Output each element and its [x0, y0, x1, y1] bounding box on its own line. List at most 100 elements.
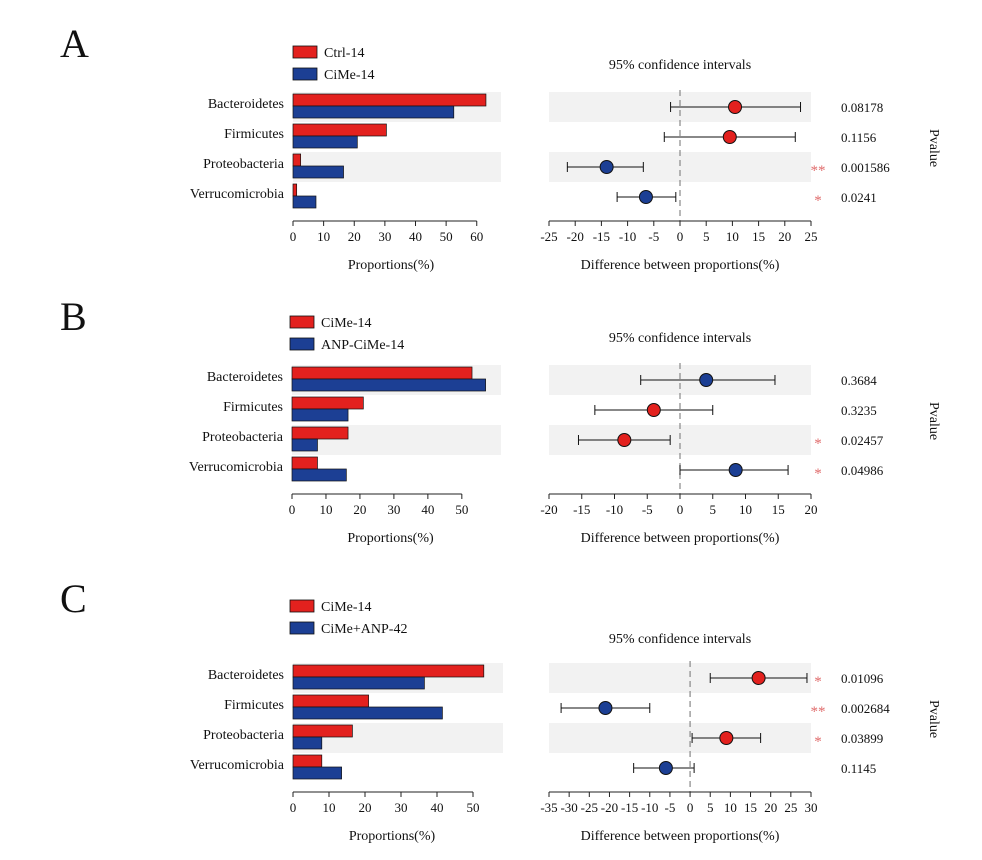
bar-group1 — [292, 93, 487, 107]
p-value: 0.03899 — [841, 731, 883, 746]
legend-label: CiMe+ANP-42 — [321, 622, 407, 637]
ci-x-tick-label: 25 — [784, 800, 797, 815]
ci-x-axis-label: Difference between proportions(%) — [581, 531, 780, 546]
category-label: Verrucomicrobia — [189, 460, 284, 475]
ci-estimate-point — [617, 433, 632, 447]
panel-label: B — [60, 294, 87, 339]
category-label: Verrucomicrobia — [190, 187, 285, 202]
bar-group2 — [292, 165, 344, 179]
pvalue-axis-label: Pvalue — [926, 129, 941, 167]
legend-swatch — [289, 621, 315, 635]
ci-x-tick-label: -10 — [619, 229, 636, 244]
legend-swatch — [289, 599, 315, 613]
legend-label: ANP-CiMe-14 — [321, 338, 404, 353]
ci-estimate-point — [599, 160, 614, 174]
bar-x-tick-label: 50 — [467, 800, 480, 815]
ci-x-tick-label: 5 — [710, 502, 717, 517]
category-label: Firmicutes — [224, 698, 284, 713]
bar-x-tick-label: 50 — [455, 502, 468, 517]
ci-x-tick-label: 15 — [752, 229, 765, 244]
bar-group1 — [292, 724, 353, 738]
bar-group1 — [291, 426, 349, 440]
ci-x-tick-label: 0 — [687, 800, 694, 815]
ci-x-tick-label: 5 — [707, 800, 714, 815]
bar-group1 — [292, 153, 302, 167]
significance-marker: * — [814, 734, 822, 750]
panel-b: B CiMe-14 ANP-CiMe-14 Bacteroidetes Firmicut… — [60, 294, 941, 546]
significance-marker: ** — [811, 704, 826, 720]
ci-x-tick-label: -15 — [573, 502, 590, 517]
bar-x-tick-label: 60 — [470, 229, 483, 244]
p-value: 0.01096 — [841, 671, 884, 686]
legend-label: Ctrl-14 — [324, 46, 364, 61]
ci-x-tick-label: -20 — [601, 800, 618, 815]
bar-group1 — [291, 456, 318, 470]
bar-group2 — [291, 468, 347, 482]
p-value: 0.3235 — [841, 403, 877, 418]
bar-x-tick-label: 10 — [323, 800, 336, 815]
legend-swatch — [289, 337, 315, 351]
category-label: Proteobacteria — [202, 430, 284, 445]
bar-x-tick-label: 20 — [353, 502, 366, 517]
bar-group1 — [292, 664, 485, 678]
bar-x-tick-label: 40 — [431, 800, 444, 815]
legend-swatch — [292, 45, 318, 59]
ci-x-tick-label: 20 — [778, 229, 791, 244]
bar-group1 — [292, 754, 323, 768]
ci-x-tick-label: -5 — [648, 229, 659, 244]
ci-x-tick-label: -10 — [641, 800, 658, 815]
ci-x-axis-label: Difference between proportions(%) — [581, 829, 780, 844]
panel-label: C — [60, 576, 87, 621]
ci-estimate-point — [751, 671, 766, 685]
ci-x-tick-label: -20 — [540, 502, 557, 517]
ci-x-tick-label: -25 — [581, 800, 598, 815]
ci-estimate-point — [658, 761, 673, 775]
ci-x-tick-label: 10 — [739, 502, 752, 517]
bar-x-tick-label: 50 — [440, 229, 453, 244]
ci-x-tick-label: 0 — [677, 229, 684, 244]
legend-swatch — [289, 315, 315, 329]
bar-x-axis-label: Proportions(%) — [347, 531, 434, 546]
bar-group2 — [292, 195, 317, 209]
bar-x-tick-label: 30 — [387, 502, 400, 517]
panel-a: A Ctrl-14 CiMe-14 Bacteroidetes Firmicutes Pr… — [60, 21, 941, 273]
bar-x-tick-label: 30 — [378, 229, 391, 244]
ci-estimate-point — [728, 100, 743, 114]
p-value: 0.1156 — [841, 130, 877, 145]
bar-x-tick-label: 0 — [290, 800, 297, 815]
bar-group2 — [291, 378, 486, 392]
ci-title: 95% confidence intervals — [609, 58, 751, 73]
bar-group1 — [292, 123, 387, 137]
ci-x-tick-label: 20 — [805, 502, 818, 517]
ci-x-tick-label: 25 — [805, 229, 818, 244]
bar-group2 — [291, 408, 349, 422]
bar-x-tick-label: 0 — [290, 229, 297, 244]
legend-label: CiMe-14 — [324, 68, 375, 83]
panel-label: A — [60, 21, 89, 66]
ci-x-axis-label: Difference between proportions(%) — [581, 258, 780, 273]
ci-x-tick-label: -15 — [593, 229, 610, 244]
bar-group1 — [291, 366, 473, 380]
bar-x-tick-label: 40 — [421, 502, 434, 517]
ci-x-tick-label: 15 — [772, 502, 785, 517]
bar-x-tick-label: 20 — [348, 229, 361, 244]
bar-group1 — [292, 183, 298, 197]
significance-marker: * — [814, 466, 822, 482]
significance-marker: ** — [811, 163, 826, 179]
category-label: Firmicutes — [224, 127, 284, 142]
ci-estimate-point — [699, 373, 714, 387]
significance-marker: * — [814, 674, 822, 690]
legend-label: CiMe-14 — [321, 600, 372, 615]
ci-estimate-point — [722, 130, 737, 144]
p-value: 0.3684 — [841, 373, 877, 388]
ci-x-tick-label: 15 — [744, 800, 757, 815]
legend-swatch — [292, 67, 318, 81]
ci-title: 95% confidence intervals — [609, 632, 751, 647]
bar-x-axis-label: Proportions(%) — [348, 258, 435, 273]
category-label: Bacteroidetes — [207, 370, 283, 385]
category-label: Firmicutes — [223, 400, 283, 415]
ci-estimate-point — [598, 701, 613, 715]
p-value: 0.04986 — [841, 463, 884, 478]
ci-x-tick-label: 10 — [726, 229, 739, 244]
